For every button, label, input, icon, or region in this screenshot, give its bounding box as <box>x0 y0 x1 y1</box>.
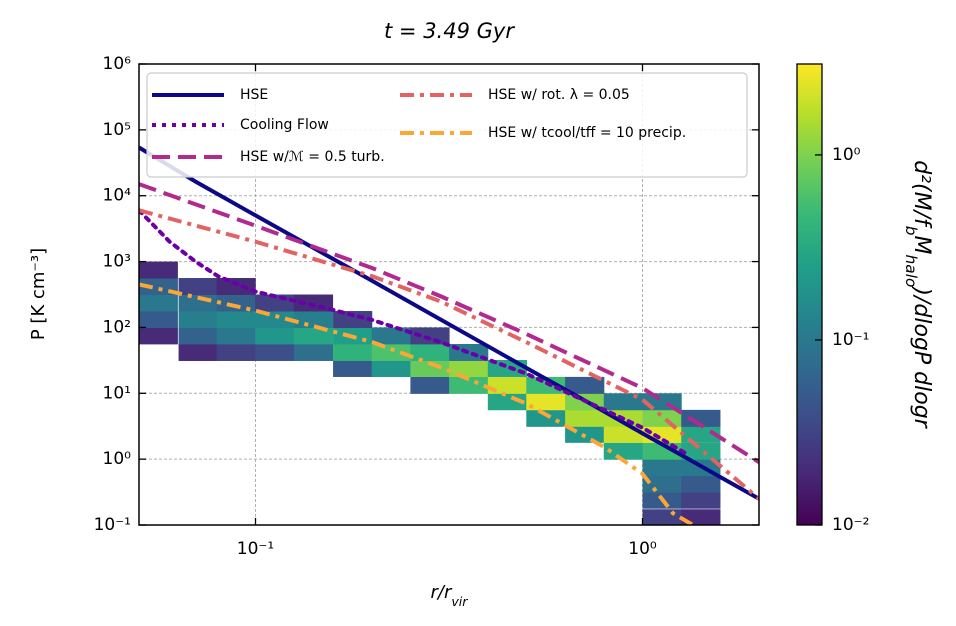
heatmap-cell <box>255 311 295 329</box>
heatmap-cell <box>449 360 489 377</box>
legend-label: Cooling Flow <box>240 117 329 133</box>
colorbar-tick-label: 10⁻¹ <box>832 330 869 350</box>
y-tick-label: 10⁶ <box>103 54 132 74</box>
heatmap-cell <box>603 393 643 411</box>
heatmap-cell <box>449 376 489 394</box>
label-part: d²(M/f <box>909 160 934 229</box>
colorbar-tick-label: 10⁻² <box>832 515 869 535</box>
chart-title: t = 3.49 Gyr <box>384 19 515 43</box>
heatmap-cell <box>216 278 256 295</box>
label-part: M <box>909 236 934 255</box>
colorbar-tick-label: 10⁰ <box>832 145 861 165</box>
heatmap-cell <box>526 376 566 394</box>
legend-label: HSE w/ rot. λ = 0.05 <box>488 87 630 103</box>
y-tick-label: 10⁰ <box>103 449 132 469</box>
legend-label: HSE <box>240 87 268 103</box>
heatmap-cell <box>139 261 178 279</box>
label-part: b <box>902 226 920 236</box>
heatmap-cell <box>371 360 411 377</box>
series-line <box>139 208 689 456</box>
y-axis-label: P [K cm⁻³] <box>28 248 49 340</box>
heatmap-cell <box>681 491 721 509</box>
y-tick-label: 10⁴ <box>103 186 132 206</box>
x-axis-label: r/rvir <box>430 582 468 609</box>
heatmap-cell <box>642 409 682 427</box>
heatmap-cell <box>255 344 295 361</box>
y-tick-label: 10⁵ <box>103 120 131 140</box>
series-line <box>139 145 759 501</box>
series-line <box>139 182 759 464</box>
heatmap-cell <box>139 278 178 295</box>
colorbar-label: d²(M/fbMhalo)/dlogP dlogr <box>902 160 934 429</box>
heatmap-cell <box>487 393 528 411</box>
heatmap-cell <box>293 311 334 329</box>
heatmap-cell <box>216 294 256 312</box>
heatmap-cell <box>333 344 373 361</box>
legend-box <box>146 72 748 178</box>
heatmap-cell <box>487 376 528 394</box>
heatmap-cell <box>255 327 295 345</box>
label-part: r/r <box>430 582 452 603</box>
heatmap-cell <box>178 311 218 329</box>
lines <box>139 145 759 525</box>
y-tick-label: 10⁻¹ <box>94 515 131 535</box>
x-tick-label: 10⁰ <box>628 539 657 559</box>
heatmap-cell <box>216 311 256 329</box>
heatmap-cell <box>216 344 256 361</box>
legend-label: HSE w/ℳ = 0.5 turb. <box>240 149 385 165</box>
y-tick-label: 10³ <box>103 252 131 272</box>
heatmap-cell <box>410 376 450 394</box>
heatmap-cell <box>681 509 721 525</box>
heatmap-cell <box>293 344 334 361</box>
heatmap-cell <box>293 327 334 345</box>
heatmap-cell <box>603 442 643 460</box>
heatmap-cell <box>681 442 721 460</box>
y-tick-label: 10² <box>103 317 131 337</box>
heatmap-cell <box>642 475 682 493</box>
heatmap-cell <box>333 311 373 329</box>
heatmap-cell <box>371 327 411 345</box>
heatmap-cell <box>681 475 721 493</box>
heatmap-cell <box>371 344 411 361</box>
heatmap-cell <box>410 344 450 361</box>
x-tick-label: 10⁻¹ <box>237 539 274 559</box>
label-part: )/dlogP dlogr <box>909 285 934 429</box>
heatmap-cell <box>681 409 721 427</box>
heatmap-cell <box>565 409 605 427</box>
heatmap-cell <box>410 360 450 377</box>
plot-frame <box>138 63 760 526</box>
heatmap-cell <box>642 459 682 477</box>
series-line <box>139 208 759 501</box>
heatmap-cell <box>178 278 218 295</box>
legend-label: HSE w/ tcool/tff = 10 precip. <box>488 125 686 141</box>
series-line <box>139 282 694 525</box>
heatmap-cell <box>642 509 682 525</box>
heatmap-cell <box>139 327 178 345</box>
heatmap-cell <box>526 409 566 427</box>
heatmap-cell <box>216 327 256 345</box>
heatmap <box>139 261 721 525</box>
heatmap-cell <box>333 360 373 377</box>
heatmap-cell <box>565 376 605 394</box>
heatmap-cell <box>178 344 218 361</box>
heatmap-cell <box>139 294 178 312</box>
heatmap-cell <box>178 327 218 345</box>
heatmap-cell <box>139 311 178 329</box>
colorbar <box>796 63 823 526</box>
label-part: vir <box>451 594 468 609</box>
y-tick-label: 10¹ <box>103 383 131 403</box>
heatmap-cell <box>526 393 566 411</box>
label-part: halo <box>902 255 920 288</box>
